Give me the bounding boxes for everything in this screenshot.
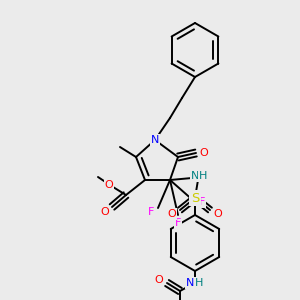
Text: O: O — [200, 148, 208, 158]
Text: F: F — [148, 207, 154, 217]
Text: F: F — [175, 218, 181, 228]
Text: N: N — [151, 135, 159, 145]
Text: S: S — [191, 191, 199, 205]
Text: H: H — [195, 278, 203, 288]
Text: O: O — [168, 209, 176, 219]
Text: N: N — [186, 278, 194, 288]
Text: O: O — [214, 209, 222, 219]
Text: N: N — [191, 171, 199, 181]
Text: F: F — [199, 197, 205, 207]
Text: O: O — [154, 275, 164, 285]
Text: O: O — [105, 180, 113, 190]
Text: H: H — [199, 171, 207, 181]
Text: O: O — [100, 207, 109, 217]
